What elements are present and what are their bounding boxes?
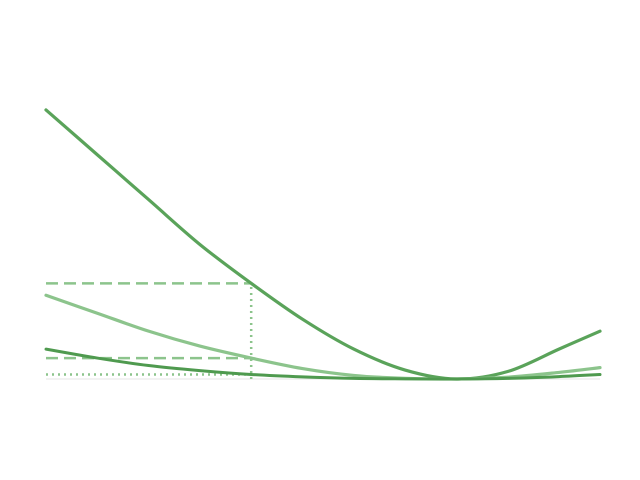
series-line-2 (44, 293, 602, 381)
series-line-1 (44, 108, 602, 381)
guide-lines (46, 282, 253, 379)
series-lines (44, 108, 602, 381)
series-line-3 (44, 347, 602, 381)
